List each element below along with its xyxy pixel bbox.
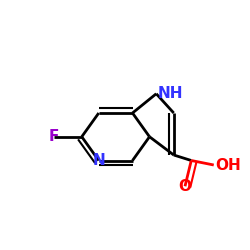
Text: N: N [92,153,105,168]
Text: O: O [178,179,192,194]
Text: F: F [48,129,59,144]
Text: OH: OH [215,158,241,172]
Text: NH: NH [158,86,183,101]
